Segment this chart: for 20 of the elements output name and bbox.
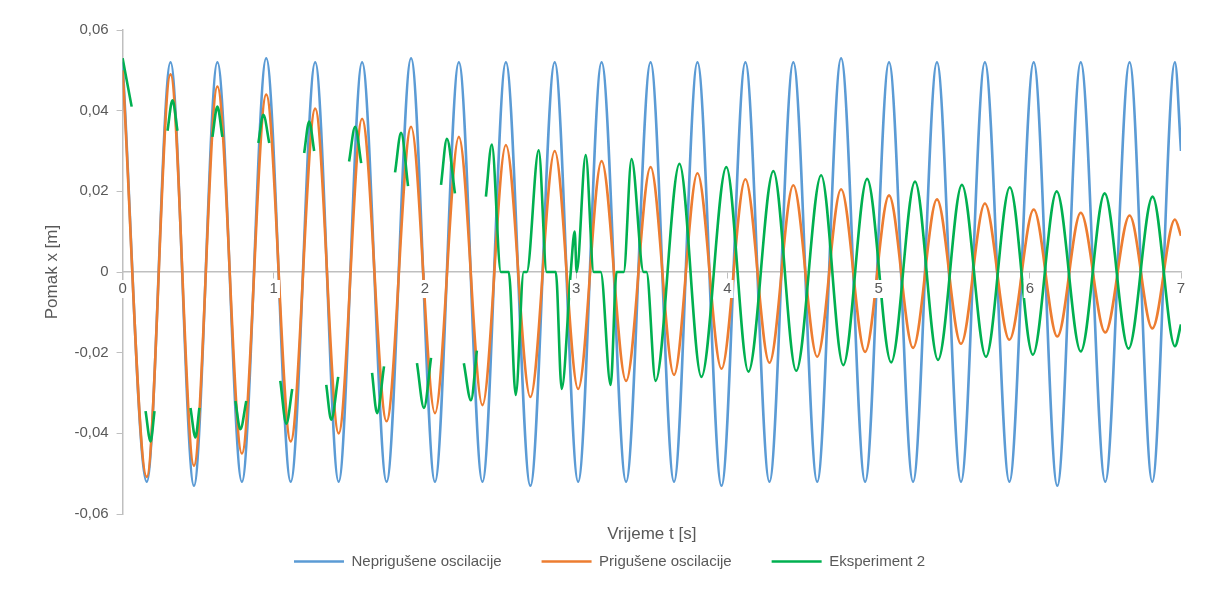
x-tick-label: 3 <box>572 278 581 296</box>
x-tick-label: 1 <box>269 278 278 296</box>
x-tick-label: 5 <box>874 278 883 296</box>
x-tick-label: 2 <box>420 278 430 296</box>
x-axis-title: Vrijeme t [s] <box>607 524 697 544</box>
y-tick-label: -0,06 <box>74 504 109 522</box>
y-tick-label: 0,04 <box>79 100 109 118</box>
x-tick-label: 0 <box>118 278 127 296</box>
y-tick-label: 0 <box>100 262 109 280</box>
legend-label: Prigušene oscilacije <box>599 551 732 569</box>
y-axis-title: Pomak x [m] <box>41 224 61 320</box>
y-tick-label: 0,02 <box>79 181 109 199</box>
x-tick-label: 7 <box>1176 278 1186 296</box>
legend-label: Eksperiment 2 <box>829 551 926 569</box>
y-tick-label: -0,04 <box>74 423 109 441</box>
x-tick-label: 6 <box>1025 278 1034 296</box>
legend-label: Neprigušene oscilacije <box>351 551 502 569</box>
x-tick-label: 4 <box>723 278 732 296</box>
y-tick-label: 0,06 <box>79 20 109 38</box>
y-tick-label: -0,02 <box>74 342 109 360</box>
